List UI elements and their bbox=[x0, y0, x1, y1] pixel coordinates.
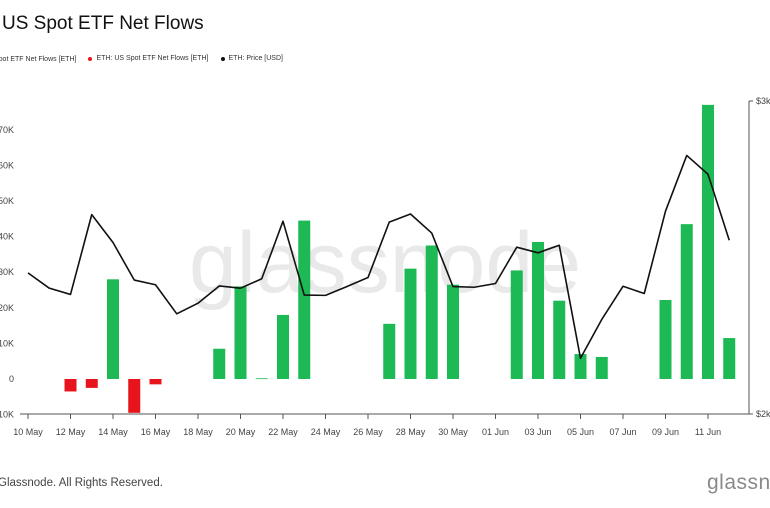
bar-23-may[interactable] bbox=[298, 220, 311, 379]
x-tick-label: 09 Jun bbox=[652, 427, 679, 437]
bar-15-may[interactable] bbox=[128, 379, 141, 413]
y-right-tick-label: $2k bbox=[756, 409, 770, 419]
x-tick-label: 12 May bbox=[56, 427, 86, 437]
bar-10-jun[interactable] bbox=[680, 224, 693, 379]
bar-29-may[interactable] bbox=[425, 245, 438, 380]
bar-14-may[interactable] bbox=[107, 279, 119, 379]
x-tick-label: 03 Jun bbox=[524, 427, 551, 437]
y-left-tick-label: 20K bbox=[0, 303, 14, 313]
x-tick-label: 18 May bbox=[183, 427, 213, 437]
y-left-tick-label: 40K bbox=[0, 232, 14, 242]
chart: glassnode -10K010K20K30K40K50K60K70K$2k$… bbox=[0, 96, 770, 437]
x-tick-label: 22 May bbox=[268, 427, 298, 437]
bar-19-may[interactable] bbox=[213, 348, 226, 379]
bar-13-may[interactable] bbox=[85, 379, 98, 388]
bar-27-may[interactable] bbox=[383, 323, 396, 379]
legend-swatch-1 bbox=[88, 56, 93, 61]
x-tick-label: 05 Jun bbox=[567, 427, 594, 437]
y-left-tick-label: 10K bbox=[0, 338, 14, 348]
y-left-tick-label: 70K bbox=[0, 125, 14, 135]
chart-title: US Spot ETF Net Flows bbox=[2, 13, 204, 34]
bar-28-may[interactable] bbox=[404, 268, 417, 379]
bar-02-jun[interactable] bbox=[510, 270, 523, 379]
legend-item-0[interactable]: Spot ETF Net Flows [ETH] bbox=[0, 56, 76, 63]
bar-22-may[interactable] bbox=[277, 314, 289, 379]
x-tick-label: 24 May bbox=[311, 427, 341, 437]
legend-item-1[interactable]: ETH: US Spot ETF Net Flows [ETH] bbox=[88, 55, 209, 62]
bar-20-may[interactable] bbox=[234, 286, 247, 379]
bar-03-jun[interactable] bbox=[532, 241, 544, 379]
legend-item-2[interactable]: ETH: Price [USD] bbox=[220, 55, 283, 62]
legend-label-2: ETH: Price [USD] bbox=[228, 55, 283, 62]
legend-swatch-2 bbox=[220, 56, 225, 61]
legend-label-0: Spot ETF Net Flows [ETH] bbox=[0, 55, 77, 63]
bar-16-may[interactable] bbox=[149, 379, 162, 385]
price-line[interactable] bbox=[27, 154, 731, 360]
bar-30-may[interactable] bbox=[447, 284, 459, 379]
bar-21-may[interactable] bbox=[255, 378, 268, 380]
bar-12-may[interactable] bbox=[64, 379, 77, 392]
y-right-tick-label: $3k bbox=[756, 96, 770, 106]
brand-logo: glassnode bbox=[707, 471, 770, 494]
x-tick-label: 26 May bbox=[353, 427, 383, 437]
x-tick-label: 30 May bbox=[438, 427, 468, 437]
bar-04-jun[interactable] bbox=[553, 300, 566, 379]
bar-06-jun[interactable] bbox=[595, 356, 608, 379]
x-tick-label: 28 May bbox=[396, 427, 426, 437]
bar-12-jun[interactable] bbox=[723, 338, 736, 379]
legend-label-1: ETH: US Spot ETF Net Flows [ETH] bbox=[96, 55, 209, 62]
bar-09-jun[interactable] bbox=[659, 299, 672, 379]
x-tick-label: 01 Jun bbox=[482, 427, 509, 437]
copyright-footer: Glassnode. All Rights Reserved. bbox=[0, 477, 163, 489]
y-left-tick-label: -10K bbox=[0, 410, 14, 420]
chart-legend: Spot ETF Net Flows [ETH] ETH: US Spot ETF… bbox=[0, 55, 295, 63]
y-left-tick-label: 60K bbox=[0, 160, 14, 170]
y-left-tick-label: 30K bbox=[0, 267, 14, 277]
y-left-tick-label: 0 bbox=[9, 374, 14, 384]
x-tick-label: 11 Jun bbox=[695, 427, 721, 437]
x-tick-label: 14 May bbox=[98, 427, 128, 437]
x-tick-label: 10 May bbox=[13, 427, 43, 437]
bar-11-jun[interactable] bbox=[702, 104, 714, 379]
x-tick-label: 07 Jun bbox=[609, 427, 636, 437]
y-left-tick-label: 50K bbox=[0, 196, 14, 206]
x-tick-label: 16 May bbox=[141, 427, 171, 437]
x-tick-label: 20 May bbox=[226, 427, 256, 437]
bar-05-jun[interactable] bbox=[574, 354, 587, 379]
